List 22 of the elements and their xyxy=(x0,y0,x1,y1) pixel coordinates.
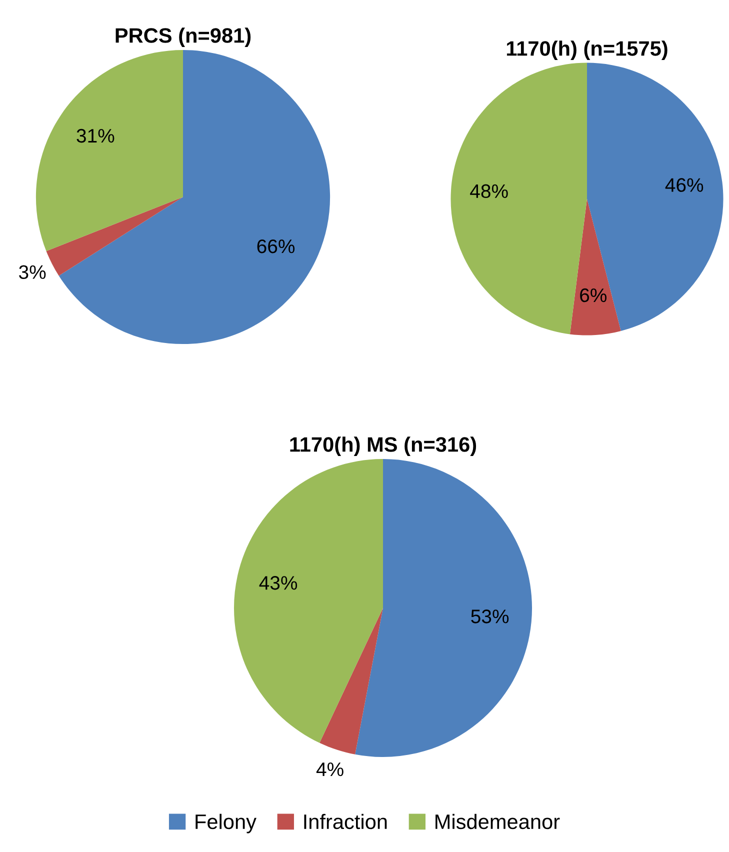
legend-label: Infraction xyxy=(304,814,387,830)
data-label: 4% xyxy=(316,762,344,776)
pie-slice xyxy=(355,458,532,758)
data-label: 3% xyxy=(19,265,46,279)
data-label: 43% xyxy=(259,576,298,590)
legend-label: Felony xyxy=(196,814,256,834)
chart-title: 1170(h) MS (n=316) xyxy=(290,436,476,456)
legend-label: Misdemeanor xyxy=(436,814,560,830)
pie-slice xyxy=(46,197,183,276)
pie-slice xyxy=(58,50,330,344)
data-label: 66% xyxy=(257,239,295,254)
data-label: 31% xyxy=(76,128,114,143)
pie-slice xyxy=(36,50,183,252)
chart-title: PRCS (n=981) xyxy=(116,28,251,47)
data-label: 53% xyxy=(471,610,509,624)
chart-title: 1170(h) (n=1575) xyxy=(506,40,668,60)
data-label: 48% xyxy=(470,184,508,198)
pie-slice xyxy=(570,199,621,336)
data-label: 6% xyxy=(580,288,607,302)
data-label: 46% xyxy=(665,178,704,192)
pie-slice xyxy=(234,458,383,743)
pie-slice xyxy=(320,608,383,754)
